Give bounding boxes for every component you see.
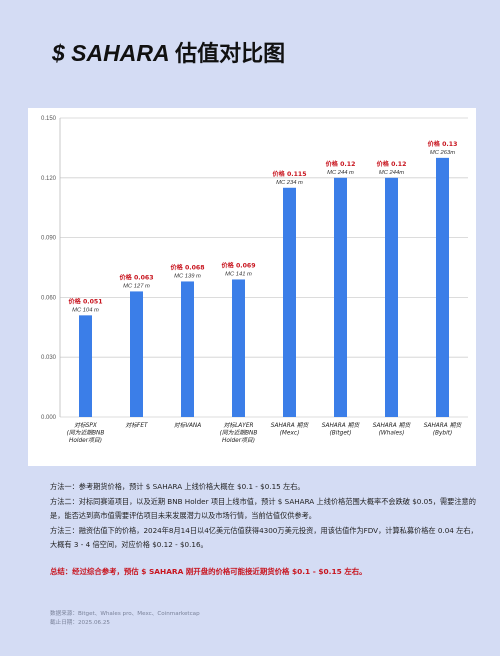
x-tick-label: (Bybit) xyxy=(433,431,453,437)
data-source: 数据来源：Bitget、Whales pro、Mexc、Coinmarketca… xyxy=(50,611,200,617)
title-suffix: 估值对比图 xyxy=(175,42,286,67)
cutoff-date: 截止日期：2025.06.25 xyxy=(50,620,110,626)
x-tick-label: (Bitget) xyxy=(330,431,352,437)
mc-data-label: MC 234 m xyxy=(276,180,303,186)
bar xyxy=(130,291,143,417)
x-tick-label: 对标VANA xyxy=(174,422,201,429)
note-method-3: 方法三：融资估值下的价格，2024年8月14日以4亿美元估值获得4300万美元投… xyxy=(50,526,478,549)
bar xyxy=(232,279,245,417)
valuation-bar-chart: 0.000 0.030 0.060 0.090 0.120 0.150 价格 0.051 MC… xyxy=(41,116,468,444)
price-data-label: 价格 0.068 xyxy=(170,263,204,271)
mc-data-label: MC 104 m xyxy=(72,307,99,313)
x-tick-label: Holder项目) xyxy=(69,437,102,444)
x-tick-label: (同为近期BNB xyxy=(67,430,105,437)
bar xyxy=(181,281,194,417)
mc-data-label: MC 244 m xyxy=(327,170,354,176)
price-data-label: 价格 0.115 xyxy=(272,170,306,178)
x-tick-label: 对标SPX xyxy=(74,422,98,429)
x-tick-label: (Whales) xyxy=(379,431,405,437)
x-tick-label: SAHARA 期货 xyxy=(424,422,463,429)
price-data-label: 价格 0.13 xyxy=(428,140,458,148)
x-tick-label: SAHARA 期货 xyxy=(322,422,361,429)
price-data-label: 价格 0.12 xyxy=(326,160,356,168)
chart-panel: 0.000 0.030 0.060 0.090 0.120 0.150 价格 0.051 MC… xyxy=(28,108,476,466)
mc-data-label: MC 263m xyxy=(430,150,455,156)
price-data-label: 价格 0.051 xyxy=(68,297,102,305)
bar xyxy=(385,177,398,417)
y-tick-label: 0.120 xyxy=(41,176,57,182)
price-data-label: 价格 0.063 xyxy=(119,273,153,281)
bar xyxy=(334,177,347,417)
bar xyxy=(436,157,449,417)
note-method-1: 方法一：参考期货价格，预计 $ SAHARA 上线价格大概在 $0.1 - $0… xyxy=(50,482,305,491)
method-notes: 方法一：参考期货价格，预计 $ SAHARA 上线价格大概在 $0.1 - $0… xyxy=(50,480,480,553)
price-data-label: 价格 0.069 xyxy=(221,261,255,269)
x-tick-label: SAHARA 期货 xyxy=(373,422,412,429)
x-tick-label: SAHARA 期货 xyxy=(271,422,310,429)
price-data-label: 价格 0.12 xyxy=(377,160,407,168)
x-tick-label: Holder项目) xyxy=(222,437,255,444)
title-prefix: $ SAHARA xyxy=(52,40,169,66)
y-tick-label: 0.000 xyxy=(41,415,57,421)
mc-data-label: MC 244m xyxy=(379,170,404,176)
y-tick-label: 0.090 xyxy=(41,236,57,242)
footer: 数据来源：Bitget、Whales pro、Mexc、Coinmarketca… xyxy=(50,610,200,628)
x-tick-label: (Mexc) xyxy=(280,431,300,437)
x-tick-label: (同为近期BNB xyxy=(220,430,258,437)
mc-data-label: MC 141 m xyxy=(225,271,252,277)
y-tick-label: 0.150 xyxy=(41,116,57,122)
note-method-2: 方法二：对标同赛道项目，以及近期 BNB Holder 项目上线市值，预计 $ … xyxy=(50,497,476,520)
page-title: $ SAHARA 估值对比图 xyxy=(52,36,285,68)
bar xyxy=(79,315,92,417)
summary-text: 总结：经过综合参考，预估 $ SAHARA 刚开盘的价格可能接近期货价格 $0.… xyxy=(50,567,367,576)
x-tick-label: 对标LAYER xyxy=(223,422,253,429)
x-tick-label: 对标FET xyxy=(125,422,148,429)
mc-data-label: MC 127 m xyxy=(123,283,150,289)
mc-data-label: MC 139 m xyxy=(174,273,201,279)
bar xyxy=(283,187,296,417)
y-tick-label: 0.030 xyxy=(41,355,57,361)
y-tick-label: 0.060 xyxy=(41,295,57,301)
